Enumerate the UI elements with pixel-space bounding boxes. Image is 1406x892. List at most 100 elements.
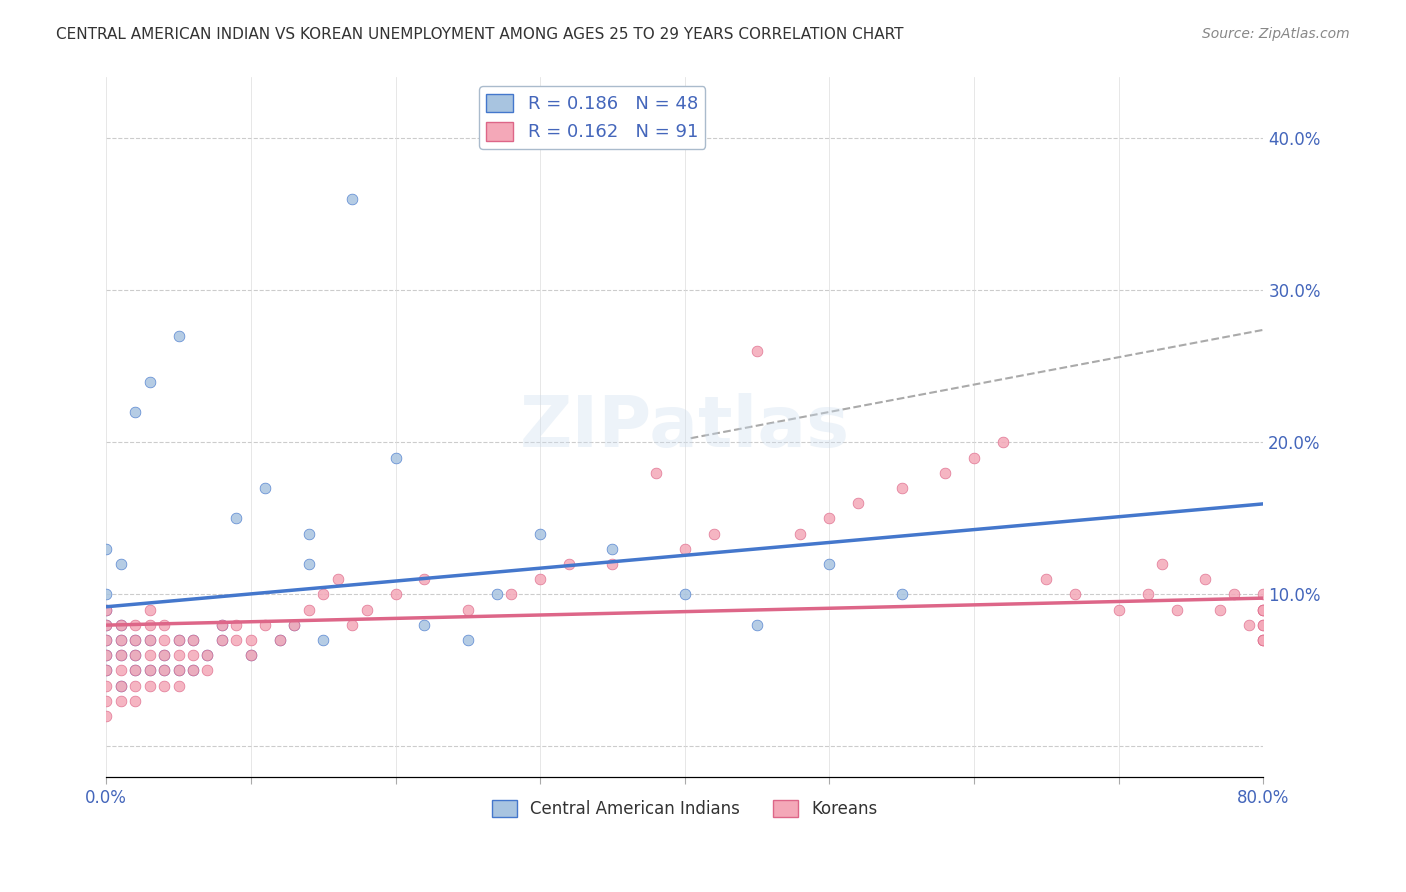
- Point: [457, 602, 479, 616]
- Point: [110, 557, 132, 571]
- Point: [124, 405, 146, 419]
- Point: [96, 633, 118, 648]
- Point: [96, 617, 118, 632]
- Point: [181, 664, 204, 678]
- Point: [96, 679, 118, 693]
- Point: [1253, 617, 1275, 632]
- Point: [110, 679, 132, 693]
- Point: [110, 648, 132, 663]
- Point: [124, 664, 146, 678]
- Point: [110, 633, 132, 648]
- Point: [96, 541, 118, 556]
- Point: [269, 633, 291, 648]
- Point: [602, 541, 624, 556]
- Point: [138, 633, 160, 648]
- Point: [197, 648, 219, 663]
- Point: [298, 557, 321, 571]
- Point: [211, 633, 233, 648]
- Point: [197, 648, 219, 663]
- Point: [96, 602, 118, 616]
- Point: [110, 617, 132, 632]
- Point: [110, 617, 132, 632]
- Point: [138, 617, 160, 632]
- Point: [703, 526, 725, 541]
- Point: [1223, 587, 1246, 601]
- Point: [225, 617, 247, 632]
- Point: [1108, 602, 1130, 616]
- Point: [138, 375, 160, 389]
- Point: [1152, 557, 1174, 571]
- Point: [298, 526, 321, 541]
- Point: [110, 679, 132, 693]
- Point: [1194, 572, 1216, 586]
- Point: [1035, 572, 1057, 586]
- Point: [110, 694, 132, 708]
- Point: [934, 466, 956, 480]
- Point: [457, 633, 479, 648]
- Text: Source: ZipAtlas.com: Source: ZipAtlas.com: [1202, 27, 1350, 41]
- Text: CENTRAL AMERICAN INDIAN VS KOREAN UNEMPLOYMENT AMONG AGES 25 TO 29 YEARS CORRELA: CENTRAL AMERICAN INDIAN VS KOREAN UNEMPL…: [56, 27, 904, 42]
- Point: [602, 557, 624, 571]
- Point: [1253, 602, 1275, 616]
- Point: [124, 648, 146, 663]
- Point: [254, 481, 277, 495]
- Point: [124, 664, 146, 678]
- Point: [138, 664, 160, 678]
- Point: [211, 617, 233, 632]
- Point: [283, 617, 305, 632]
- Point: [167, 633, 190, 648]
- Point: [138, 679, 160, 693]
- Point: [110, 664, 132, 678]
- Point: [384, 587, 406, 601]
- Point: [167, 633, 190, 648]
- Point: [789, 526, 811, 541]
- Point: [1064, 587, 1087, 601]
- Point: [312, 587, 335, 601]
- Point: [167, 664, 190, 678]
- Point: [167, 679, 190, 693]
- Point: [96, 648, 118, 663]
- Point: [211, 633, 233, 648]
- Point: [340, 617, 363, 632]
- Point: [181, 633, 204, 648]
- Point: [1253, 633, 1275, 648]
- Point: [298, 602, 321, 616]
- Point: [745, 617, 768, 632]
- Point: [124, 648, 146, 663]
- Point: [501, 587, 523, 601]
- Point: [1253, 602, 1275, 616]
- Point: [138, 664, 160, 678]
- Point: [167, 648, 190, 663]
- Point: [225, 633, 247, 648]
- Point: [1253, 633, 1275, 648]
- Point: [1253, 617, 1275, 632]
- Point: [138, 633, 160, 648]
- Point: [153, 617, 176, 632]
- Point: [167, 329, 190, 343]
- Point: [96, 648, 118, 663]
- Point: [818, 511, 841, 525]
- Point: [197, 664, 219, 678]
- Point: [963, 450, 986, 465]
- Point: [413, 572, 436, 586]
- Text: ZIPatlas: ZIPatlas: [520, 392, 849, 462]
- Point: [890, 587, 912, 601]
- Point: [846, 496, 869, 510]
- Point: [283, 617, 305, 632]
- Point: [96, 602, 118, 616]
- Point: [96, 709, 118, 723]
- Point: [529, 572, 551, 586]
- Point: [340, 192, 363, 206]
- Point: [326, 572, 349, 586]
- Point: [211, 617, 233, 632]
- Point: [167, 664, 190, 678]
- Point: [124, 633, 146, 648]
- Point: [124, 679, 146, 693]
- Point: [239, 648, 262, 663]
- Point: [96, 694, 118, 708]
- Point: [745, 344, 768, 359]
- Point: [1166, 602, 1188, 616]
- Point: [529, 526, 551, 541]
- Point: [239, 633, 262, 648]
- Point: [110, 633, 132, 648]
